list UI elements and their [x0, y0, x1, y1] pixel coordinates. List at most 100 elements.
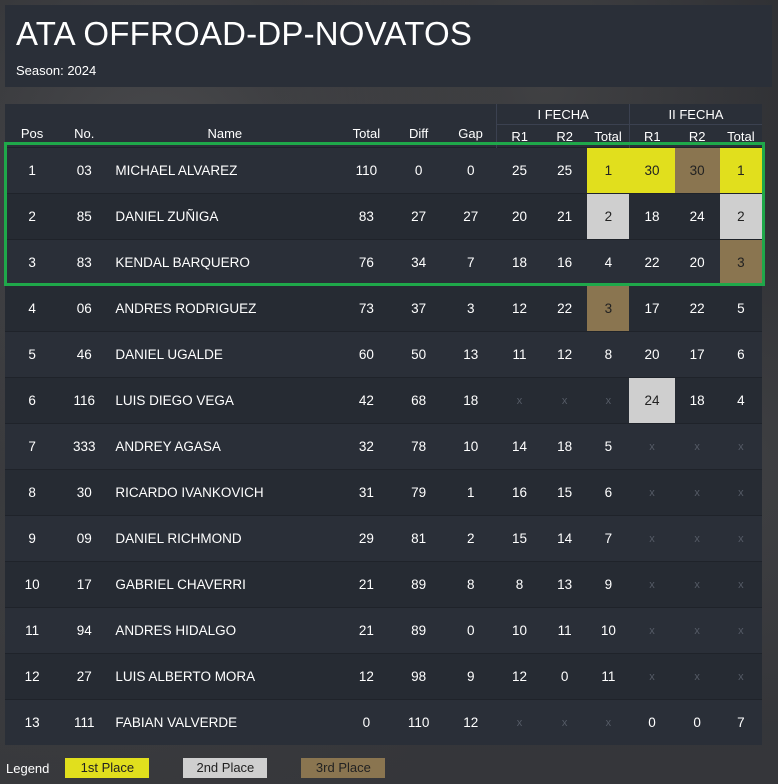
- cell-diff: 81: [392, 515, 445, 562]
- cell-name: RICARDO IVANKOVICH: [109, 469, 341, 516]
- cell-f2-r2: 22: [674, 285, 720, 332]
- cell-number: 46: [59, 331, 110, 378]
- cell-gap: 13: [444, 331, 497, 378]
- cell-name: GABRIEL CHAVERRI: [109, 561, 341, 608]
- cell-number: 111: [59, 699, 110, 745]
- cell-name: ANDREY AGASA: [109, 423, 341, 470]
- legend-first-place: 1st Place: [65, 758, 150, 778]
- cell-total: 76: [340, 239, 393, 286]
- cell-f2-r1: x: [629, 607, 675, 654]
- table-row[interactable]: 6 116 LUIS DIEGO VEGA 42 68 18 x x x 24 18 4: [5, 377, 762, 424]
- group-header-fecha-2: II FECHA: [628, 104, 762, 125]
- col-header-f2-total[interactable]: Total: [727, 128, 755, 144]
- cell-number: 06: [59, 285, 110, 332]
- cell-f2-total: 7: [719, 699, 762, 745]
- cell-f2-total: 3: [719, 239, 762, 286]
- cell-name: LUIS ALBERTO MORA: [109, 653, 341, 700]
- cell-f2-r2: 0: [674, 699, 720, 745]
- cell-f2-r2: x: [674, 653, 720, 700]
- cell-diff: 68: [392, 377, 445, 424]
- cell-name: DANIEL RICHMOND: [109, 515, 341, 562]
- cell-diff: 27: [392, 193, 445, 240]
- col-header-name[interactable]: Name: [207, 126, 243, 141]
- cell-name: ANDRES HIDALGO: [109, 607, 341, 654]
- cell-f1-r2: x: [542, 699, 588, 745]
- cell-f2-r1: x: [629, 653, 675, 700]
- table-row[interactable]: 4 06 ANDRES RODRIGUEZ 73 37 3 12 22 3 17 22 5: [5, 285, 762, 332]
- cell-gap: 1: [444, 469, 497, 516]
- cell-gap: 27: [444, 193, 497, 240]
- cell-f1-r2: 15: [542, 469, 588, 516]
- cell-name: MICHAEL ALVAREZ: [109, 147, 341, 194]
- cell-f1-r1: 16: [496, 469, 543, 516]
- cell-pos: 5: [5, 331, 60, 378]
- cell-pos: 11: [5, 607, 60, 654]
- cell-f1-r2: 16: [542, 239, 588, 286]
- col-header-gap[interactable]: Gap: [458, 126, 483, 141]
- table-row[interactable]: 8 30 RICARDO IVANKOVICH 31 79 1 16 15 6 x x x: [5, 469, 762, 516]
- cell-name: DANIEL ZUÑIGA: [109, 193, 341, 240]
- cell-pos: 8: [5, 469, 60, 516]
- table-row[interactable]: 7 333 ANDREY AGASA 32 78 10 14 18 5 x x x: [5, 423, 762, 470]
- col-header-no[interactable]: No.: [74, 126, 95, 141]
- col-header-f2-r1[interactable]: R1: [628, 124, 675, 148]
- cell-f2-r1: 20: [629, 331, 675, 378]
- legend-second-place: 2nd Place: [183, 758, 268, 778]
- cell-total: 42: [340, 377, 393, 424]
- col-header-f1-total[interactable]: Total: [594, 128, 622, 144]
- cell-f2-total: x: [719, 469, 762, 516]
- col-header-diff[interactable]: Diff: [408, 126, 429, 141]
- cell-f1-total: 6: [587, 469, 630, 516]
- col-header-f2-r2[interactable]: R2: [688, 128, 706, 144]
- table-row[interactable]: 11 94 ANDRES HIDALGO 21 89 0 10 11 10 x x x: [5, 607, 762, 654]
- cell-f2-total: 1: [719, 147, 762, 194]
- cell-f1-total: 5: [587, 423, 630, 470]
- cell-f2-total: x: [719, 515, 762, 562]
- cell-name: DANIEL UGALDE: [109, 331, 341, 378]
- table-row[interactable]: 9 09 DANIEL RICHMOND 29 81 2 15 14 7 x x x: [5, 515, 762, 562]
- cell-f1-r1: 25: [496, 147, 543, 194]
- col-header-f1-r1[interactable]: R1: [496, 124, 543, 148]
- cell-f1-total: 7: [587, 515, 630, 562]
- cell-f1-r1: 10: [496, 607, 543, 654]
- table-row[interactable]: 13 111 FABIAN VALVERDE 0 110 12 x x x 0 0 7: [5, 699, 762, 745]
- legend-label: Legend: [6, 760, 50, 776]
- table-row[interactable]: 2 85 DANIEL ZUÑIGA 83 27 27 20 21 2 18 24 2: [5, 193, 762, 240]
- cell-total: 12: [340, 653, 393, 700]
- table-row[interactable]: 10 17 GABRIEL CHAVERRI 21 89 8 8 13 9 x x x: [5, 561, 762, 608]
- cell-name: ANDRES RODRIGUEZ: [109, 285, 341, 332]
- cell-f1-r1: 14: [496, 423, 543, 470]
- table-row[interactable]: 3 83 KENDAL BARQUERO 76 34 7 18 16 4 22 20 3: [5, 239, 762, 286]
- cell-f2-total: 6: [719, 331, 762, 378]
- cell-f2-r1: 24: [629, 377, 675, 424]
- cell-f2-r1: 30: [629, 147, 675, 194]
- col-header-f1-r2[interactable]: R2: [556, 128, 573, 144]
- cell-f2-r2: x: [674, 561, 720, 608]
- cell-f1-r1: 11: [496, 331, 543, 378]
- cell-total: 21: [340, 561, 393, 608]
- cell-gap: 7: [444, 239, 497, 286]
- table-row[interactable]: 5 46 DANIEL UGALDE 60 50 13 11 12 8 20 17 6: [5, 331, 762, 378]
- cell-f2-r1: x: [629, 515, 675, 562]
- cell-f2-total: 2: [719, 193, 762, 240]
- table-row[interactable]: 1 03 MICHAEL ALVAREZ 110 0 0 25 25 1 30 30 1: [5, 147, 762, 194]
- cell-number: 17: [59, 561, 110, 608]
- cell-f2-r2: 17: [674, 331, 720, 378]
- cell-f1-r2: 22: [542, 285, 588, 332]
- cell-f1-total: 11: [587, 653, 630, 700]
- cell-name: LUIS DIEGO VEGA: [109, 377, 341, 424]
- cell-f1-r2: 25: [542, 147, 588, 194]
- cell-f1-r2: 11: [542, 607, 588, 654]
- season-label: Season: 2024: [16, 63, 97, 78]
- standings-body: 1 03 MICHAEL ALVAREZ 110 0 0 25 25 1 30 30 1 2 85 DANI…: [5, 147, 762, 745]
- cell-f2-r2: x: [674, 515, 720, 562]
- col-header-pos[interactable]: Pos: [20, 126, 44, 141]
- col-header-total[interactable]: Total: [352, 126, 381, 141]
- cell-pos: 2: [5, 193, 60, 240]
- table-row[interactable]: 12 27 LUIS ALBERTO MORA 12 98 9 12 0 11 x x x: [5, 653, 762, 700]
- cell-f1-r2: 12: [542, 331, 588, 378]
- cell-diff: 50: [392, 331, 445, 378]
- cell-total: 32: [340, 423, 393, 470]
- cell-total: 0: [340, 699, 393, 745]
- cell-total: 21: [340, 607, 393, 654]
